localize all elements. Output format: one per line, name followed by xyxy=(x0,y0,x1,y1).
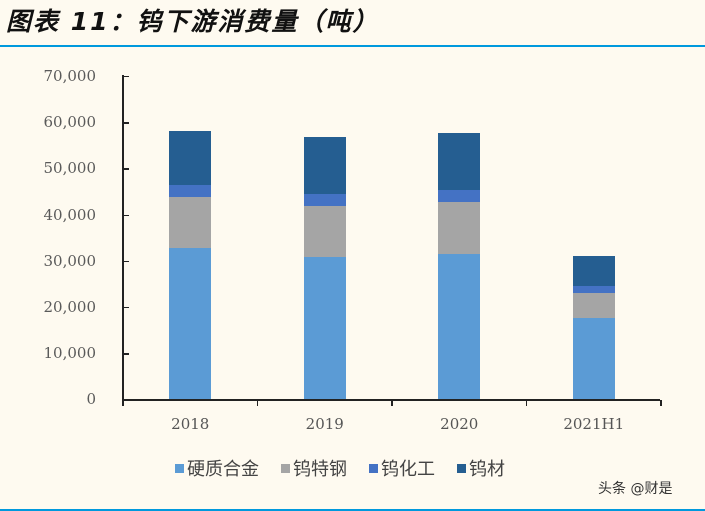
legend-label: 钨材 xyxy=(469,459,505,480)
bar-segment-钨材 xyxy=(303,137,346,195)
bar-segment-钨化工 xyxy=(303,194,346,206)
y-tick-label: 70,000 xyxy=(43,66,97,85)
legend-label: 硬质合金 xyxy=(187,459,259,480)
x-tick-mark xyxy=(525,400,527,406)
bar-segment-钨特钢 xyxy=(303,205,346,257)
legend-swatch-icon xyxy=(369,463,378,473)
bottom-rule xyxy=(0,509,705,511)
y-tick-mark xyxy=(122,353,129,355)
x-tick-label: 2021H1 xyxy=(563,415,625,433)
bar-segment-钨特钢 xyxy=(438,202,481,255)
y-tick-mark xyxy=(122,75,129,78)
bar-2019 xyxy=(303,137,346,400)
legend-swatch-icon xyxy=(281,463,290,473)
bar-segment-钨化工 xyxy=(572,286,615,293)
bar-2018 xyxy=(169,131,212,400)
x-tick-label: 2018 xyxy=(171,415,210,433)
bar-segment-钨材 xyxy=(169,131,212,186)
x-tick-mark xyxy=(256,400,258,406)
chart-title: 图表 11：钨下游消费量（吨） xyxy=(6,4,380,40)
watermark: 头条 @财是 xyxy=(598,481,673,497)
title-text: ：钨下游消费量（吨） xyxy=(109,7,380,36)
y-tick-label: 50,000 xyxy=(43,159,97,178)
bar-segment-硬质合金 xyxy=(438,254,481,400)
x-tick-mark xyxy=(391,400,393,406)
bar-segment-钨材 xyxy=(438,133,481,191)
y-tick-label: 60,000 xyxy=(43,113,97,132)
legend: 硬质合金 钨特钢 钨化工 钨材 xyxy=(175,456,527,480)
x-tick-mark xyxy=(660,400,662,406)
legend-label: 钨特钢 xyxy=(293,459,347,480)
y-tick-mark xyxy=(122,214,129,216)
bar-segment-钨特钢 xyxy=(572,292,615,319)
bar-segment-硬质合金 xyxy=(572,318,615,400)
x-tick-label: 2019 xyxy=(305,415,344,433)
y-tick-label: 30,000 xyxy=(43,251,97,270)
y-tick-mark xyxy=(122,260,129,263)
y-tick-label: 40,000 xyxy=(43,205,97,224)
legend-item: 钨材 xyxy=(457,455,505,481)
legend-item: 钨特钢 xyxy=(281,455,347,481)
top-rule xyxy=(0,45,705,47)
y-tick-label: 10,000 xyxy=(43,344,97,363)
bar-2020 xyxy=(438,133,481,400)
bar-segment-钨化工 xyxy=(438,190,481,203)
legend-item: 硬质合金 xyxy=(175,455,259,481)
y-tick-label: 20,000 xyxy=(43,297,97,316)
bar-segment-钨特钢 xyxy=(169,196,212,248)
bar-segment-硬质合金 xyxy=(169,247,212,400)
y-tick-label: 0 xyxy=(86,390,96,409)
bar-segment-钨化工 xyxy=(169,185,212,197)
bar-segment-硬质合金 xyxy=(303,256,346,400)
legend-swatch-icon xyxy=(457,463,466,473)
legend-label: 钨化工 xyxy=(381,459,435,480)
bar-2021H1 xyxy=(572,255,615,400)
title-prefix: 图表 xyxy=(6,7,61,36)
y-tick-mark xyxy=(122,122,129,124)
title-number: 11 xyxy=(70,7,110,36)
y-tick-mark xyxy=(122,306,129,309)
bar-segment-钨材 xyxy=(572,255,615,287)
x-tick-label: 2020 xyxy=(440,415,479,433)
y-tick-mark xyxy=(122,168,129,170)
legend-item: 钨化工 xyxy=(369,455,435,481)
y-axis xyxy=(122,75,124,400)
x-tick-mark xyxy=(122,400,124,406)
legend-swatch-icon xyxy=(175,463,184,473)
